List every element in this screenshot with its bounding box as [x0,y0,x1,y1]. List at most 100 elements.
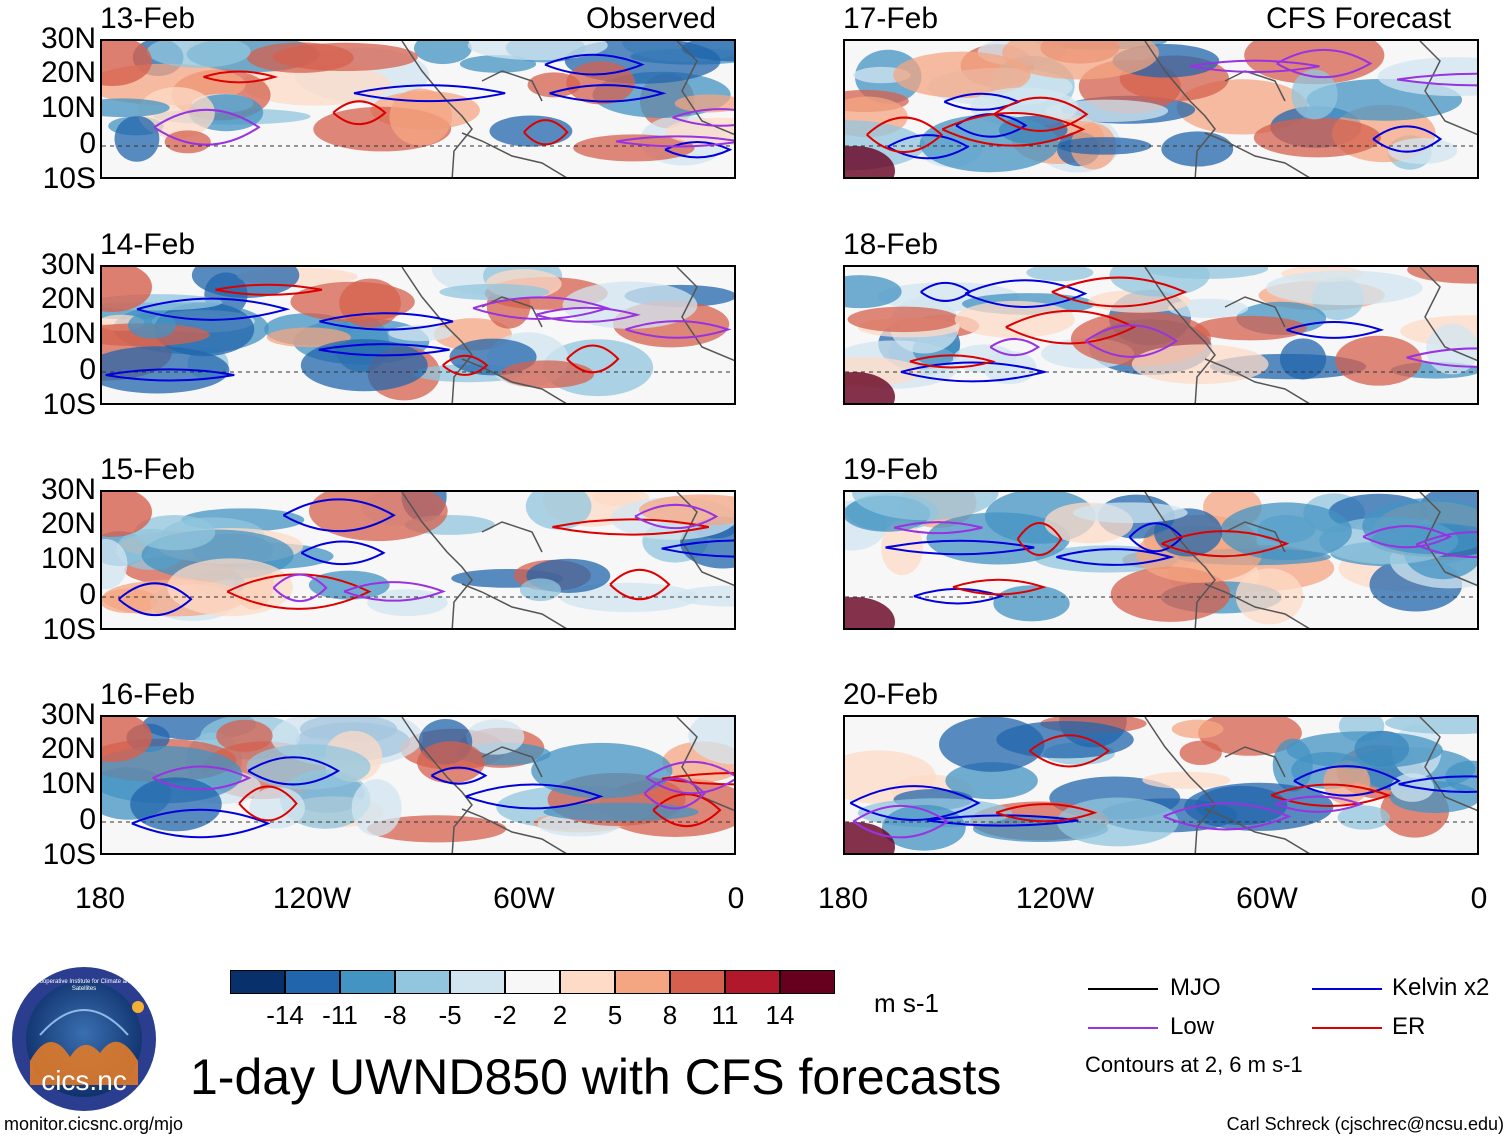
wind-anomaly-blob [459,55,537,73]
wind-anomaly-blob [134,514,216,551]
contour-line [118,582,193,617]
wind-anomaly-blob [1220,502,1352,561]
wind-anomaly-blob [893,51,1031,99]
contour-line [535,306,641,323]
contour-line [442,354,489,376]
legend-label-kelvin: Kelvin x2 [1392,974,1490,1001]
contour-line [1396,72,1477,87]
contour-line [272,573,328,602]
contour-line [887,134,970,160]
y-tick-label: 10N [40,542,96,575]
contour-line [885,539,1035,556]
y-tick-label: 10N [40,317,96,350]
contour-line [1274,795,1364,813]
wind-anomaly-blob [573,134,695,162]
colorbar-label: -2 [493,1000,517,1030]
legend-label-er: ER [1392,1013,1426,1040]
colorbar-swatch [450,970,505,994]
map-panel-forecast-1 [843,39,1479,179]
contour-line [995,803,1098,823]
contour-line [900,361,1049,383]
contour-line [909,354,997,369]
contour-line [549,84,667,103]
wind-anomaly-core [102,267,152,312]
contour-line [152,765,252,791]
map-field [102,717,734,853]
contour-line [1362,525,1452,549]
x-tick-label: 120W [272,882,352,915]
contour-line [634,503,719,530]
contour-line [136,297,291,321]
wind-anomaly-blob [1131,344,1269,385]
wind-anomaly-blob [127,311,176,339]
panel-date: 19-Feb [843,453,939,486]
wind-anomaly-blob [566,61,635,105]
legend-line-kelvin [1312,988,1382,990]
wind-anomaly-blob [1026,267,1094,282]
wind-anomaly-blob [240,63,391,106]
wind-anomaly-blob [1323,760,1371,805]
wind-anomaly-blob [1384,717,1477,735]
colorbar-label: -11 [322,1000,358,1030]
legend-label-low: Low [1170,1013,1215,1040]
wind-anomaly-blob [688,717,734,765]
legend-label-mjo: MJO [1170,974,1221,1001]
wind-anomaly-blob [417,741,485,784]
wind-anomaly-core [102,492,152,537]
wind-anomaly-core [102,41,152,86]
contour-line [247,756,341,786]
logo-text: cics.nc [41,1065,127,1096]
contour-line [226,573,372,610]
wind-anomaly-blob [1253,117,1381,158]
contour-line [544,53,645,76]
contour-line [465,783,604,810]
x-tick-label: 0 [1470,882,1488,915]
contour-line [625,320,732,339]
wind-anomaly-blob [308,570,390,600]
wind-anomaly-blob [146,41,251,68]
y-tick-label: 30N [40,473,96,506]
contour-line [319,312,454,331]
map-field [102,492,734,628]
wind-anomaly-blob [466,719,525,755]
y-tick-label: 20N [40,56,96,89]
y-tick-label: 0 [79,353,96,386]
contour-line [993,96,1089,132]
contour-line [989,337,1041,357]
contour-line [1406,347,1477,368]
map-field [845,267,1477,403]
cics-logo: cics.nc Cooperative Institute for Climat… [10,965,158,1113]
panel-date: 16-Feb [100,678,196,711]
y-tick-label: 10S [42,162,96,195]
contour-line [645,761,734,795]
contour-line [1270,783,1392,807]
y-tick-label: 30N [40,698,96,731]
wind-anomaly-blob [562,281,698,329]
legend-line-low [1088,1027,1158,1029]
wind-anomaly-blob [1286,731,1443,769]
map-field [102,41,734,177]
legend-note: Contours at 2, 6 m s-1 [1085,1052,1303,1077]
contour-line [609,568,671,601]
contour-line [105,368,235,382]
wind-anomaly-blob [1362,498,1477,555]
wind-anomaly-blob [272,42,419,72]
contour-line [1398,775,1477,793]
y-tick-label: 10N [40,767,96,800]
colorbar-swatch [560,970,615,994]
contour-line [852,804,950,839]
x-tick-label: 0 [727,882,745,915]
wind-anomaly-blob [300,339,428,392]
wind-anomaly-blob [945,762,1038,800]
contour-line [1276,48,1373,79]
y-tick-label: 0 [79,803,96,836]
map-field [102,267,734,403]
wind-anomaly-core [845,822,895,853]
x-tick-label: 60W [1236,882,1298,915]
wind-anomaly-blob [1161,131,1234,167]
wind-anomaly-blob [1002,41,1159,80]
contour-line [343,581,446,602]
wind-anomaly-blob [1235,568,1304,625]
colorbar-label: -5 [438,1000,462,1030]
contour-line [203,70,279,84]
